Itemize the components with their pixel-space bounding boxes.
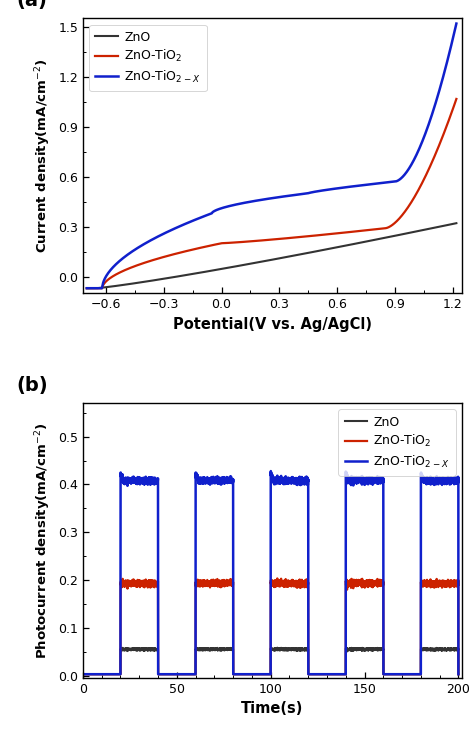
- ZnO-TiO$_{2-X}$: [99, 670, 105, 679]
- ZnO-TiO$_2$: [319, 670, 324, 679]
- ZnO-TiO$_2$: [454, 95, 459, 103]
- ZnO-TiO$_2$: [379, 578, 384, 586]
- ZnO-TiO$_{2-X}$: [84, 284, 90, 292]
- ZnO-TiO$_{2-X}$: [358, 477, 364, 486]
- X-axis label: Time(s): Time(s): [241, 701, 304, 716]
- Y-axis label: Current density(mA/cm$^{-2}$): Current density(mA/cm$^{-2}$): [33, 59, 53, 253]
- ZnO-TiO$_{2-X}$: [122, 253, 128, 262]
- ZnO: [233, 262, 239, 270]
- ZnO-TiO$_{2-X}$: [268, 467, 273, 476]
- ZnO-TiO$_2$: [80, 670, 86, 679]
- ZnO-TiO$_{2-X}$: [247, 197, 253, 206]
- ZnO-TiO$_{2-X}$: [379, 179, 384, 188]
- Line: ZnO-TiO$_{2-X}$: ZnO-TiO$_{2-X}$: [87, 23, 456, 288]
- ZnO-TiO$_2$: [274, 574, 280, 583]
- ZnO-TiO$_{2-X}$: [302, 476, 308, 485]
- ZnO-TiO$_2$: [302, 580, 308, 589]
- ZnO: [338, 242, 344, 251]
- ZnO-TiO$_2$: [216, 578, 222, 586]
- Text: (a): (a): [17, 0, 47, 10]
- X-axis label: Potential(V vs. Ag/AgCl): Potential(V vs. Ag/AgCl): [173, 317, 372, 331]
- Legend: ZnO, ZnO-TiO$_2$, ZnO-TiO$_{2-X}$: ZnO, ZnO-TiO$_2$, ZnO-TiO$_{2-X}$: [338, 410, 456, 476]
- ZnO: [84, 284, 90, 292]
- ZnO: [379, 234, 384, 243]
- ZnO: [216, 644, 222, 653]
- ZnO-TiO$_2$: [372, 225, 378, 234]
- Line: ZnO: ZnO: [83, 648, 458, 674]
- ZnO-TiO$_2$: [247, 237, 253, 246]
- Y-axis label: Photocurrent density(mA/cm$^{-2}$): Photocurrent density(mA/cm$^{-2}$): [33, 422, 53, 659]
- ZnO-TiO$_2$: [122, 266, 128, 275]
- ZnO-TiO$_{2-X}$: [233, 200, 239, 209]
- ZnO-TiO$_2$: [99, 670, 105, 679]
- Legend: ZnO, ZnO-TiO$_2$, ZnO-TiO$_{2-X}$: ZnO, ZnO-TiO$_2$, ZnO-TiO$_{2-X}$: [89, 25, 207, 91]
- ZnO: [319, 670, 324, 679]
- ZnO-TiO$_2$: [358, 580, 364, 589]
- Line: ZnO-TiO$_2$: ZnO-TiO$_2$: [83, 578, 458, 674]
- ZnO-TiO$_{2-X}$: [379, 474, 384, 483]
- ZnO-TiO$_{2-X}$: [319, 670, 324, 679]
- ZnO: [247, 259, 253, 268]
- ZnO: [274, 644, 280, 652]
- Line: ZnO-TiO$_2$: ZnO-TiO$_2$: [87, 99, 456, 288]
- Line: ZnO-TiO$_{2-X}$: ZnO-TiO$_{2-X}$: [83, 471, 458, 674]
- ZnO-TiO$_2$: [84, 284, 90, 292]
- ZnO-TiO$_{2-X}$: [338, 183, 344, 192]
- ZnO-TiO$_2$: [233, 238, 239, 247]
- ZnO-TiO$_{2-X}$: [216, 475, 222, 484]
- ZnO-TiO$_{2-X}$: [372, 180, 378, 188]
- ZnO: [454, 218, 459, 227]
- ZnO: [379, 644, 384, 653]
- ZnO-TiO$_{2-X}$: [454, 19, 459, 28]
- ZnO-TiO$_2$: [338, 229, 344, 237]
- ZnO: [456, 670, 461, 679]
- Line: ZnO: ZnO: [87, 223, 456, 288]
- ZnO: [358, 645, 364, 654]
- ZnO-TiO$_2$: [456, 670, 461, 679]
- Text: (b): (b): [17, 376, 48, 395]
- ZnO: [302, 645, 308, 654]
- ZnO-TiO$_{2-X}$: [456, 670, 461, 679]
- ZnO-TiO$_{2-X}$: [80, 670, 86, 679]
- ZnO: [80, 670, 86, 679]
- ZnO: [122, 280, 128, 289]
- ZnO: [99, 670, 105, 679]
- ZnO: [372, 235, 378, 244]
- ZnO-TiO$_2$: [379, 224, 384, 233]
